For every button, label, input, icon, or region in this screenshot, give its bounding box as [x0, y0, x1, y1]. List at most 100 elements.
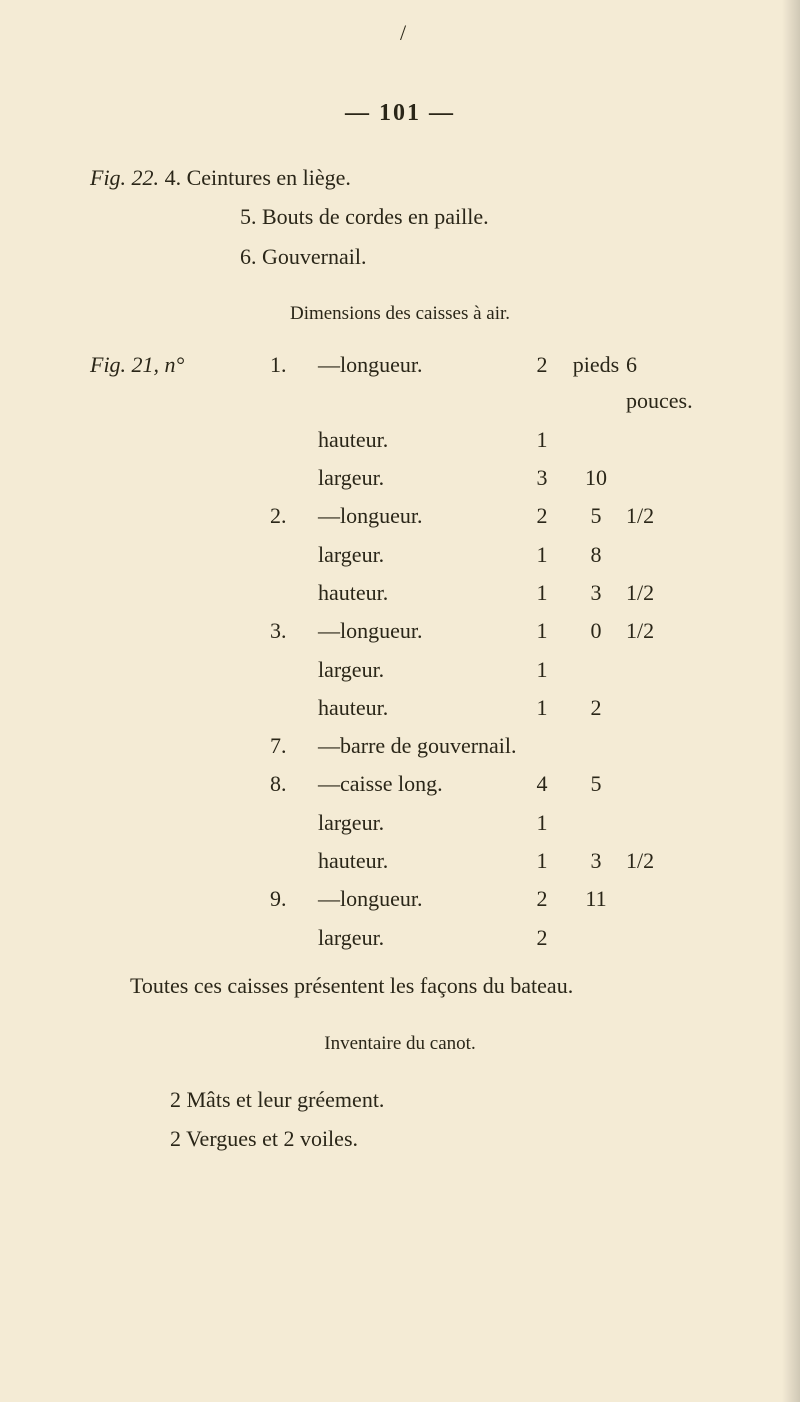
dim-num: 1. [270, 347, 318, 420]
dim-prefix [90, 422, 270, 458]
dim-val1: 1 [518, 422, 566, 458]
dim-val1: 4 [518, 766, 566, 802]
dim-val2 [566, 920, 626, 956]
dim-label: —barre de gouvernail. [318, 728, 517, 764]
dim-num: 9. [270, 881, 318, 917]
dim-label: largeur. [318, 805, 518, 841]
dim-val2: 5 [566, 498, 626, 534]
dim-num [270, 460, 318, 496]
dim-val3 [626, 920, 706, 956]
dim-val1: 2 [518, 881, 566, 917]
inventory-line-1: 2 Mâts et leur gréement. [90, 1081, 710, 1120]
dim-label: —caisse long. [318, 766, 518, 802]
dim-val1: 1 [518, 537, 566, 573]
fig-label: Fig. 22. [90, 165, 165, 190]
dim-row: largeur. 1 8 [90, 537, 710, 573]
dim-val3: 1/2 [626, 613, 706, 649]
dim-row: 9. —longueur. 2 11 [90, 881, 710, 917]
fig-entry-line-2: 5. Bouts de cordes en paille. [90, 198, 710, 235]
dim-val1: 3 [518, 460, 566, 496]
dim-label: largeur. [318, 652, 518, 688]
dim-row: hauteur. 1 2 [90, 690, 710, 726]
fig-entry-line-1: Fig. 22. 4. Ceintures en liège. [90, 159, 710, 196]
dim-row: 2. —longueur. 2 5 1/2 [90, 498, 710, 534]
dim-label: hauteur. [318, 575, 518, 611]
dim-prefix [90, 766, 270, 802]
dim-prefix [90, 843, 270, 879]
dim-label: —longueur. [318, 613, 518, 649]
dim-label: largeur. [318, 920, 518, 956]
dim-prefix [90, 498, 270, 534]
fig-entry-line-3: 6. Gouvernail. [90, 238, 710, 275]
dim-num: 3. [270, 613, 318, 649]
dim-val3: 1/2 [626, 498, 706, 534]
dim-val3 [626, 460, 706, 496]
dim-prefix [90, 920, 270, 956]
dim-row: largeur. 1 [90, 805, 710, 841]
dim-label: largeur. [318, 537, 518, 573]
dim-val1: 2 [518, 498, 566, 534]
dim-row: largeur. 1 [90, 652, 710, 688]
dim-prefix [90, 728, 270, 764]
dim-val1: 1 [518, 690, 566, 726]
page-edge-shadow [782, 0, 800, 1402]
dim-val2 [566, 422, 626, 458]
entry-number: 4. [165, 165, 187, 190]
dim-row: hauteur. 1 3 1/2 [90, 575, 710, 611]
dim-row: 8. —caisse long. 4 5 [90, 766, 710, 802]
dim-label: hauteur. [318, 843, 518, 879]
dim-prefix [90, 881, 270, 917]
dim-val1: 2 [518, 920, 566, 956]
dim-val2: 3 [566, 843, 626, 879]
dim-prefix [90, 575, 270, 611]
dim-row: 7. —barre de gouvernail. [90, 728, 710, 764]
dim-num [270, 690, 318, 726]
dim-row: 3. —longueur. 1 0 1/2 [90, 613, 710, 649]
dim-row: largeur. 2 [90, 920, 710, 956]
dim-val1: 1 [518, 613, 566, 649]
dimensions-heading: Dimensions des caisses à air. [90, 303, 710, 325]
dim-val3 [626, 690, 706, 726]
dim-val2: 11 [566, 881, 626, 917]
dim-label: —longueur. [318, 881, 518, 917]
entry-number: 5. [240, 204, 262, 229]
dim-val2: 0 [566, 613, 626, 649]
dim-val1: 1 [518, 805, 566, 841]
dim-num [270, 920, 318, 956]
dim-num [270, 805, 318, 841]
dim-num [270, 843, 318, 879]
dimensions-table: Fig. 21, n° 1. —longueur. 2 pieds 6 pouc… [90, 347, 710, 956]
dim-val3: 6 pouces. [626, 347, 706, 420]
entry-text: Ceintures en liège. [187, 165, 351, 190]
dim-label: —longueur. [318, 347, 518, 420]
inventory-line-2: 2 Vergues et 2 voiles. [90, 1120, 710, 1159]
dim-prefix: Fig. 21, n° [90, 347, 270, 420]
dim-val3 [626, 766, 706, 802]
dim-val2: 8 [566, 537, 626, 573]
dim-num [270, 422, 318, 458]
dim-prefix [90, 537, 270, 573]
dim-prefix [90, 652, 270, 688]
dim-val3: 1/2 [626, 843, 706, 879]
dim-val3 [626, 805, 706, 841]
dim-val2: 3 [566, 575, 626, 611]
dim-num: 7. [270, 728, 318, 764]
entry-number: 6. [240, 244, 262, 269]
dim-label: —longueur. [318, 498, 518, 534]
dim-num [270, 652, 318, 688]
dim-num: 8. [270, 766, 318, 802]
dim-row: hauteur. 1 [90, 422, 710, 458]
dim-prefix [90, 460, 270, 496]
closing-paragraph: Toutes ces caisses présentent les façons… [90, 968, 710, 1003]
dim-val3 [626, 422, 706, 458]
entry-text: Bouts de cordes en paille. [262, 204, 489, 229]
dim-label: largeur. [318, 460, 518, 496]
dim-prefix [90, 613, 270, 649]
inventory-heading: Inventaire du canot. [90, 1033, 710, 1055]
dim-val2: 2 [566, 690, 626, 726]
page-number-header: — 101 — [90, 100, 710, 127]
dim-row: hauteur. 1 3 1/2 [90, 843, 710, 879]
dim-val3 [626, 881, 706, 917]
dim-val1: 1 [518, 652, 566, 688]
dim-prefix [90, 690, 270, 726]
